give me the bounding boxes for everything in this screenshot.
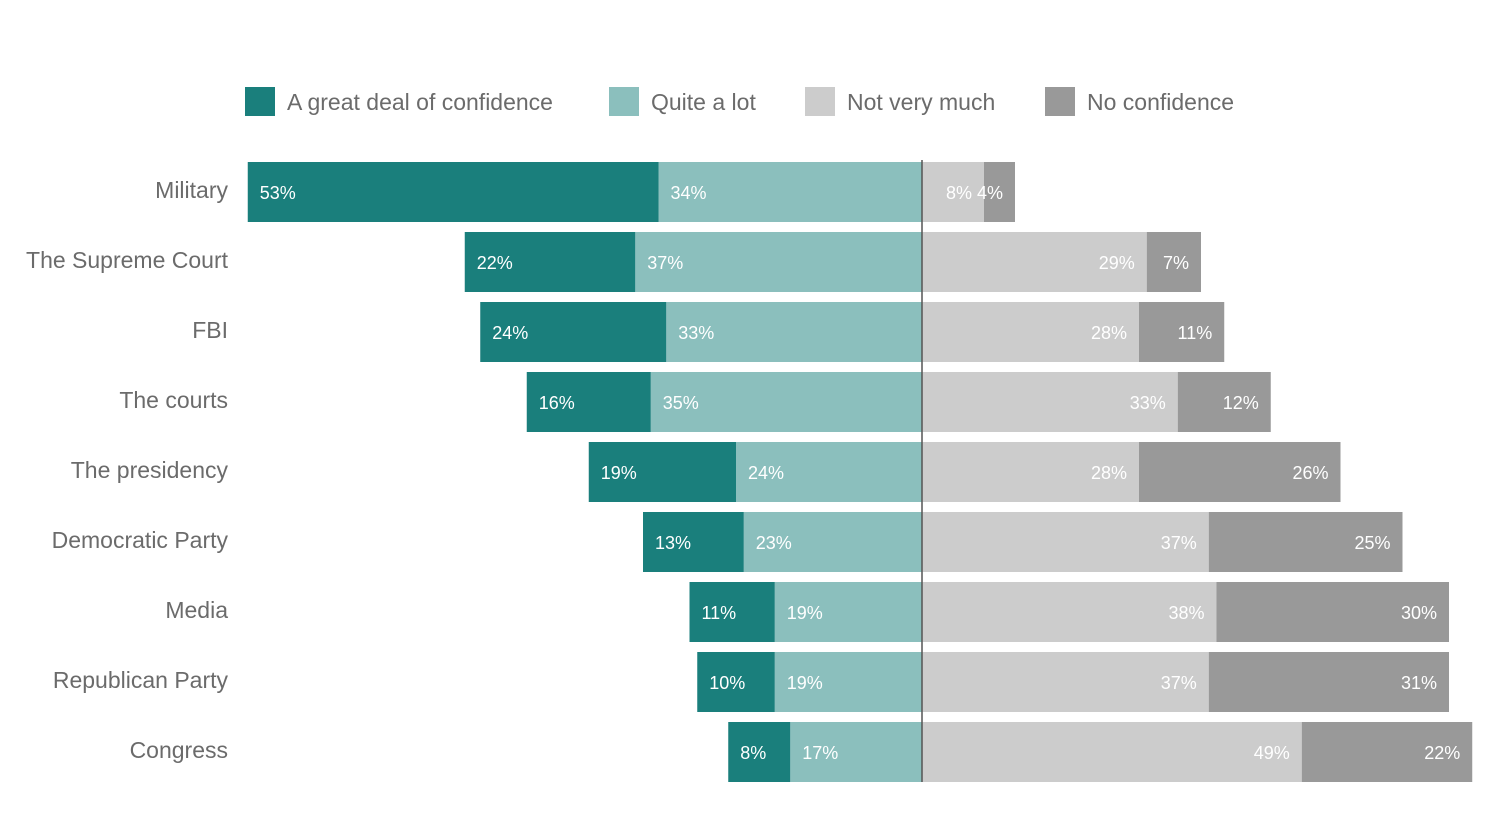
legend-swatch-not-very-much [805,87,835,116]
bar-label-fbi-not-very-much: 28% [1091,323,1127,343]
bar-fbi-not-very-much [922,302,1139,362]
bar-media-a-great-deal-of-confidence [689,582,775,642]
bar-the-supreme-court-no-confidence [1146,232,1201,292]
bar-the-supreme-court-quite-a-lot [635,232,922,292]
legend-label-no-confidence: No confidence [1087,89,1234,115]
bar-the-presidency-quite-a-lot [736,442,922,502]
bar-label-fbi-a-great-deal-of-confidence: 24% [492,323,528,343]
bars: 34%53% 8% 4%37%22% 29% 7%33%24% 28% 11%35%16% 3… [247,162,1473,782]
bar-label-the-supreme-court-quite-a-lot: 37% [647,253,683,273]
legend-swatch-no-confidence [1045,87,1075,116]
category-label-democratic-party: Democratic Party [52,527,229,553]
category-label-the-supreme-court: The Supreme Court [26,247,229,273]
bar-the-presidency-a-great-deal-of-confidence [588,442,736,502]
bar-label-the-presidency-a-great-deal-of-confidence: 19% [601,463,637,483]
bar-label-the-presidency-not-very-much: 28% [1091,463,1127,483]
bar-label-fbi-quite-a-lot: 33% [678,323,714,343]
bar-label-the-courts-quite-a-lot: 35% [663,393,699,413]
bar-label-congress-no-confidence: 22% [1424,743,1460,763]
category-label-media: Media [165,597,228,623]
bar-label-congress-a-great-deal-of-confidence: 8% [740,743,766,763]
bar-label-media-quite-a-lot: 19% [787,603,823,623]
bar-label-the-courts-no-confidence: 12% [1223,393,1259,413]
bar-label-democratic-party-a-great-deal-of-confidence: 13% [655,533,691,553]
bar-label-the-supreme-court-no-confidence: 7% [1163,253,1189,273]
bar-label-military-no-confidence: 4% [977,183,1003,203]
bar-label-the-presidency-quite-a-lot: 24% [748,463,784,483]
bar-label-media-no-confidence: 30% [1401,603,1437,623]
bar-media-no-confidence [1216,582,1449,642]
bar-label-media-not-very-much: 38% [1168,603,1204,623]
bar-congress-quite-a-lot [790,722,922,782]
category-label-fbi: FBI [192,317,228,343]
bar-republican-party-quite-a-lot [774,652,922,712]
bar-military-not-very-much [922,162,984,222]
bar-label-military-a-great-deal-of-confidence: 53% [260,183,296,203]
legend-label-not-very-much: Not very much [847,89,995,115]
bar-label-the-courts-a-great-deal-of-confidence: 16% [539,393,575,413]
category-label-congress: Congress [130,737,228,763]
bar-label-the-supreme-court-not-very-much: 29% [1099,253,1135,273]
bar-label-fbi-no-confidence: 11% [1178,323,1213,343]
bar-label-republican-party-not-very-much: 37% [1161,673,1197,693]
bar-the-courts-a-great-deal-of-confidence [526,372,651,432]
bar-military-no-confidence [984,162,1015,222]
bar-democratic-party-not-very-much [922,512,1209,572]
bar-label-the-courts-not-very-much: 33% [1130,393,1166,413]
bar-democratic-party-a-great-deal-of-confidence [643,512,744,572]
category-label-republican-party: Republican Party [53,667,229,693]
bar-label-military-quite-a-lot: 34% [671,183,707,203]
bar-the-courts-quite-a-lot [650,372,922,432]
bar-media-quite-a-lot [774,582,922,642]
bar-label-republican-party-quite-a-lot: 19% [787,673,823,693]
bar-the-supreme-court-a-great-deal-of-confidence [464,232,636,292]
bar-label-congress-quite-a-lot: 17% [802,743,838,763]
bar-the-courts-not-very-much [922,372,1178,432]
bar-the-courts-no-confidence [1177,372,1271,432]
bar-label-democratic-party-no-confidence: 25% [1354,533,1390,553]
bar-congress-not-very-much [922,722,1302,782]
bar-label-republican-party-no-confidence: 31% [1401,673,1437,693]
bar-label-the-presidency-no-confidence: 26% [1292,463,1328,483]
bar-democratic-party-quite-a-lot [743,512,922,572]
legend-swatch-a-great-deal-of-confidence [245,87,275,116]
bar-republican-party-no-confidence [1208,652,1449,712]
bar-fbi-quite-a-lot [666,302,922,362]
category-label-military: Military [155,177,228,203]
bar-label-military-not-very-much: 8% [946,183,972,203]
bar-republican-party-a-great-deal-of-confidence [697,652,775,712]
legend-label-quite-a-lot: Quite a lot [651,89,756,115]
bar-republican-party-not-very-much [922,652,1209,712]
bar-the-presidency-not-very-much [922,442,1139,502]
bar-military-a-great-deal-of-confidence [247,162,659,222]
bar-military-quite-a-lot [658,162,922,222]
bar-label-the-supreme-court-a-great-deal-of-confidence: 22% [477,253,513,273]
legend: A great deal of confidence Quite a lot Not… [245,87,1234,116]
bar-congress-no-confidence [1301,722,1473,782]
bar-fbi-a-great-deal-of-confidence [480,302,667,362]
bar-congress-a-great-deal-of-confidence [728,722,791,782]
category-label-the-courts: The courts [119,387,228,413]
bar-label-democratic-party-quite-a-lot: 23% [756,533,792,553]
bar-the-supreme-court-not-very-much [922,232,1147,292]
legend-swatch-quite-a-lot [609,87,639,116]
bar-label-congress-not-very-much: 49% [1254,743,1290,763]
bar-label-republican-party-a-great-deal-of-confidence: 10% [709,673,745,693]
bar-label-democratic-party-not-very-much: 37% [1161,533,1197,553]
bar-democratic-party-no-confidence [1208,512,1403,572]
legend-label-a-great-deal-of-confidence: A great deal of confidence [287,89,553,115]
bar-label-media-a-great-deal-of-confidence: 11% [702,603,737,623]
bar-the-presidency-no-confidence [1139,442,1341,502]
category-labels: Military The Supreme Court FBI The courts Th… [26,177,229,763]
bar-media-not-very-much [922,582,1217,642]
category-label-the-presidency: The presidency [71,457,229,483]
bar-fbi-no-confidence [1139,302,1225,362]
